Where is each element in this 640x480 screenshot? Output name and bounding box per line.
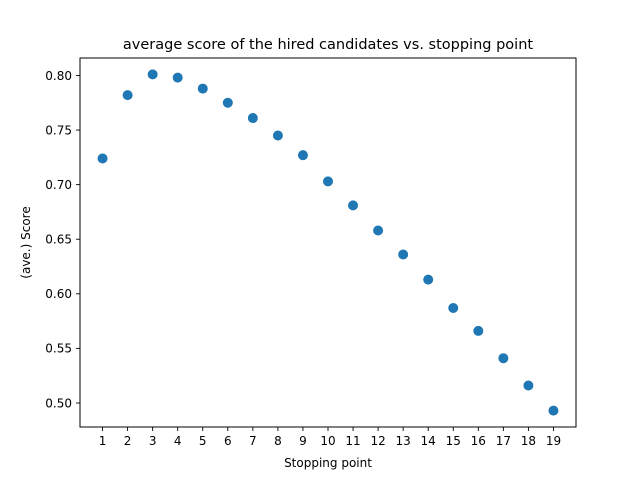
data-point: [297, 150, 308, 161]
x-tick-label: 10: [320, 434, 335, 448]
x-tick-label: 14: [421, 434, 436, 448]
x-tick-label: 11: [345, 434, 360, 448]
data-point: [548, 405, 559, 416]
data-point: [172, 72, 183, 83]
data-point: [97, 153, 108, 164]
data-point: [247, 113, 258, 124]
data-point: [473, 325, 484, 336]
x-tick-label: 19: [546, 434, 561, 448]
chart-title: average score of the hired candidates vs…: [123, 37, 533, 53]
data-point: [348, 200, 359, 211]
y-tick-label: 0.70: [45, 178, 72, 192]
x-tick-label: 15: [446, 434, 461, 448]
y-tick-label: 0.55: [45, 342, 72, 356]
x-tick-label: 2: [124, 434, 132, 448]
data-point: [373, 225, 384, 236]
y-tick-label: 0.60: [45, 287, 72, 301]
data-points: [97, 69, 559, 416]
y-tick-label: 0.75: [45, 123, 72, 137]
data-point: [122, 90, 133, 101]
x-tick-label: 7: [249, 434, 257, 448]
data-point: [222, 97, 233, 108]
x-tick-label: 13: [396, 434, 411, 448]
data-point: [147, 69, 158, 80]
y-tick-label: 0.65: [45, 233, 72, 247]
x-axis-label: Stopping point: [284, 456, 372, 470]
x-tick-label: 3: [149, 434, 157, 448]
y-tick-label: 0.50: [45, 396, 72, 410]
x-tick-label: 16: [471, 434, 486, 448]
plot-frame: [79, 57, 577, 428]
y-tick-label: 0.80: [45, 69, 72, 83]
x-tick-label: 5: [199, 434, 207, 448]
x-axis-ticks: 1 2 3 4 5 6 7 8 9 10 11 12 13 14 15 16 17 18 19: [99, 427, 561, 448]
data-point: [498, 353, 509, 364]
data-point: [197, 83, 208, 94]
x-tick-label: 8: [274, 434, 282, 448]
data-point: [272, 130, 283, 141]
data-point: [323, 176, 333, 187]
x-tick-label: 6: [224, 434, 232, 448]
data-point: [523, 380, 534, 391]
x-tick-label: 17: [496, 434, 511, 448]
x-tick-label: 1: [99, 434, 107, 448]
x-tick-label: 9: [299, 434, 307, 448]
x-tick-label: 18: [521, 434, 536, 448]
y-axis-ticks: 0.50 0.55 0.60 0.65 0.70 0.75 0.80: [45, 69, 80, 410]
data-point: [398, 249, 409, 260]
x-tick-label: 12: [370, 434, 385, 448]
x-tick-label: 4: [174, 434, 182, 448]
data-point: [423, 274, 434, 285]
y-axis-label: (ave.) Score: [19, 206, 33, 278]
data-point: [448, 303, 459, 313]
